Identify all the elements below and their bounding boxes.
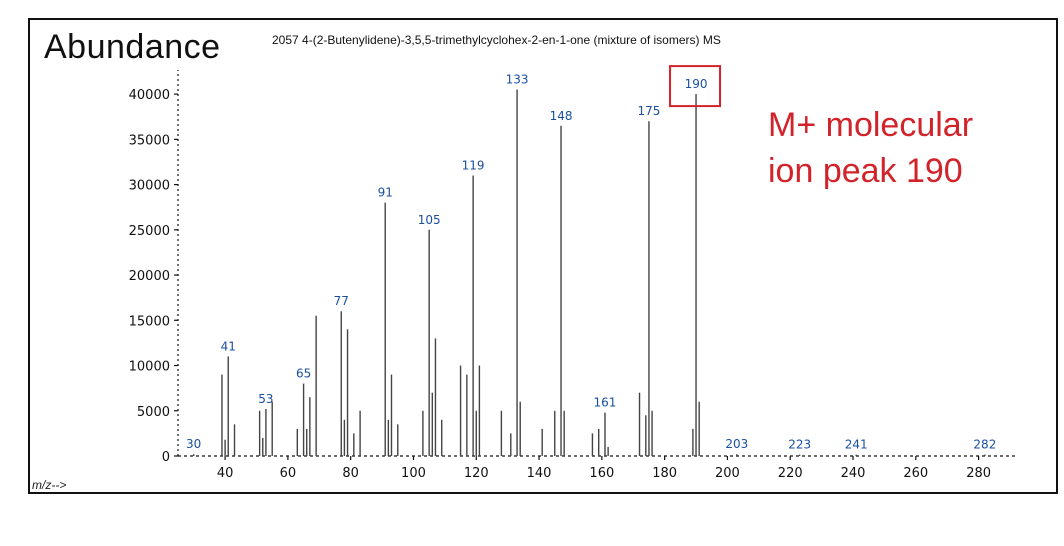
peak-label-161: 161 (594, 396, 617, 410)
y-tick-label-6: 30000 (129, 179, 170, 194)
peak-label-91: 91 (378, 186, 393, 200)
x-tick-label-1: 60 (280, 466, 297, 481)
y-tick-label-4: 20000 (129, 269, 170, 284)
x-tick-label-8: 200 (715, 466, 740, 481)
x-tick-label-7: 180 (652, 466, 677, 481)
x-tick-label-5: 140 (527, 466, 552, 481)
x-tick-label-2: 80 (342, 466, 359, 481)
peak-label-241: 241 (845, 438, 868, 452)
x-tick-label-12: 280 (966, 466, 991, 481)
y-tick-label-7: 35000 (129, 133, 170, 148)
peak-label-41: 41 (221, 339, 236, 353)
peak-label-77: 77 (334, 294, 349, 308)
peak-label-65: 65 (296, 367, 311, 381)
y-tick-label-0: 0 (162, 450, 170, 465)
y-tick-label-2: 10000 (129, 360, 170, 375)
chart-title: 2057 4-(2-Butenylidene)-3,5,5-trimethylc… (272, 33, 721, 47)
peak-label-190: 190 (685, 77, 708, 91)
molecular-ion-highlight-box (669, 65, 722, 108)
molecular-ion-annotation: M+ molecular ion peak 190 (768, 102, 973, 194)
chart-frame (28, 18, 1058, 494)
peak-label-175: 175 (637, 104, 660, 118)
peak-label-105: 105 (418, 213, 441, 227)
y-tick-label-1: 5000 (137, 405, 170, 420)
y-tick-label-3: 15000 (129, 314, 170, 329)
annotation-line-2: ion peak 190 (768, 152, 963, 190)
annotation-line-1: M+ molecular (768, 106, 974, 144)
peak-label-30: 30 (186, 437, 201, 451)
x-tick-label-6: 160 (589, 466, 614, 481)
peak-label-282: 282 (973, 438, 996, 452)
x-axis-label: m/z--> (32, 478, 67, 492)
peak-label-133: 133 (506, 73, 529, 87)
peak-label-148: 148 (550, 109, 573, 123)
x-tick-label-4: 120 (464, 466, 489, 481)
peak-label-53: 53 (258, 392, 273, 406)
peak-label-223: 223 (788, 438, 811, 452)
x-tick-label-11: 260 (903, 466, 928, 481)
peak-label-203: 203 (725, 437, 748, 451)
x-tick-label-9: 220 (778, 466, 803, 481)
y-axis-label: Abundance (44, 28, 221, 66)
y-tick-label-8: 40000 (129, 88, 170, 103)
x-tick-label-3: 100 (401, 466, 426, 481)
y-tick-label-5: 25000 (129, 224, 170, 239)
x-tick-label-0: 40 (217, 466, 234, 481)
x-tick-label-10: 240 (841, 466, 866, 481)
peak-label-119: 119 (462, 159, 485, 173)
